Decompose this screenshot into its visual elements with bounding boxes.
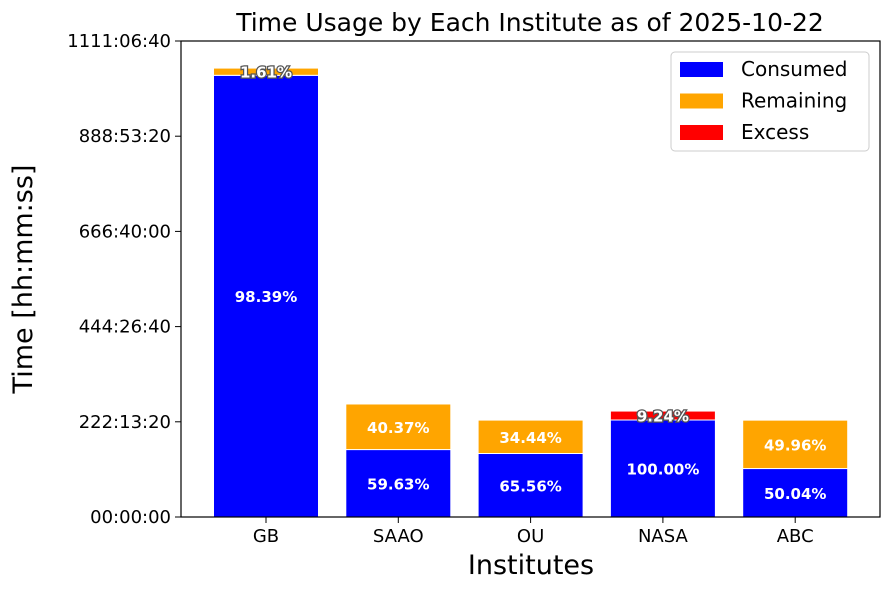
y-tick-label: 222:13:20	[79, 412, 171, 433]
plot-frame	[180, 40, 881, 518]
x-tick-label: ABC	[777, 526, 814, 547]
y-tick-label: 444:26:40	[79, 317, 171, 338]
data-label: 9.24%	[637, 408, 689, 426]
bar-remaining-gb	[213, 67, 319, 76]
y-tick-label: 1111:06:40	[67, 31, 171, 52]
x-tick-label: SAAO	[373, 526, 424, 547]
chart-title: Time Usage by Each Institute as of 2025-…	[235, 8, 824, 37]
bar-consumed-gb	[213, 74, 319, 518]
data-label: 40.37%	[367, 419, 429, 437]
data-label: 65.56%	[499, 477, 561, 495]
bar-remaining-abc	[742, 419, 849, 470]
legend-swatch-consumed	[680, 62, 723, 77]
data-label: 100.00%	[626, 461, 699, 479]
legend-swatch-remaining	[680, 93, 723, 109]
x-axis-label: Institutes	[468, 550, 594, 581]
legend-swatch-excess	[680, 125, 723, 140]
y-tick-label: 00:00:00	[90, 507, 171, 528]
data-label: 59.63%	[367, 475, 429, 493]
bar-consumed-nasa	[609, 419, 716, 518]
x-tick-label: OU	[517, 526, 544, 547]
data-label: 1.61%	[240, 64, 292, 82]
x-tick-label: NASA	[638, 526, 689, 547]
legend: Consumed Remaining Excess	[670, 51, 870, 152]
bar-consumed-ou	[477, 453, 584, 518]
data-label: 98.39%	[235, 288, 297, 306]
x-tick-label: GB	[253, 526, 279, 547]
data-label: 49.96%	[764, 436, 826, 454]
bar-remaining-saao	[345, 403, 452, 451]
bar-remaining-ou	[477, 419, 584, 455]
legend-label-remaining: Remaining	[741, 89, 847, 113]
y-tick-label: 888:53:20	[79, 126, 171, 147]
data-label: 34.44%	[499, 429, 561, 447]
legend-label-excess: Excess	[741, 120, 809, 144]
data-label: 50.04%	[764, 485, 826, 503]
y-axis-label: Time [hh:mm:ss]	[8, 165, 39, 395]
y-tick-label: 666:40:00	[79, 221, 171, 242]
bar-excess-nasa	[609, 410, 716, 421]
legend-label-consumed: Consumed	[741, 57, 847, 81]
